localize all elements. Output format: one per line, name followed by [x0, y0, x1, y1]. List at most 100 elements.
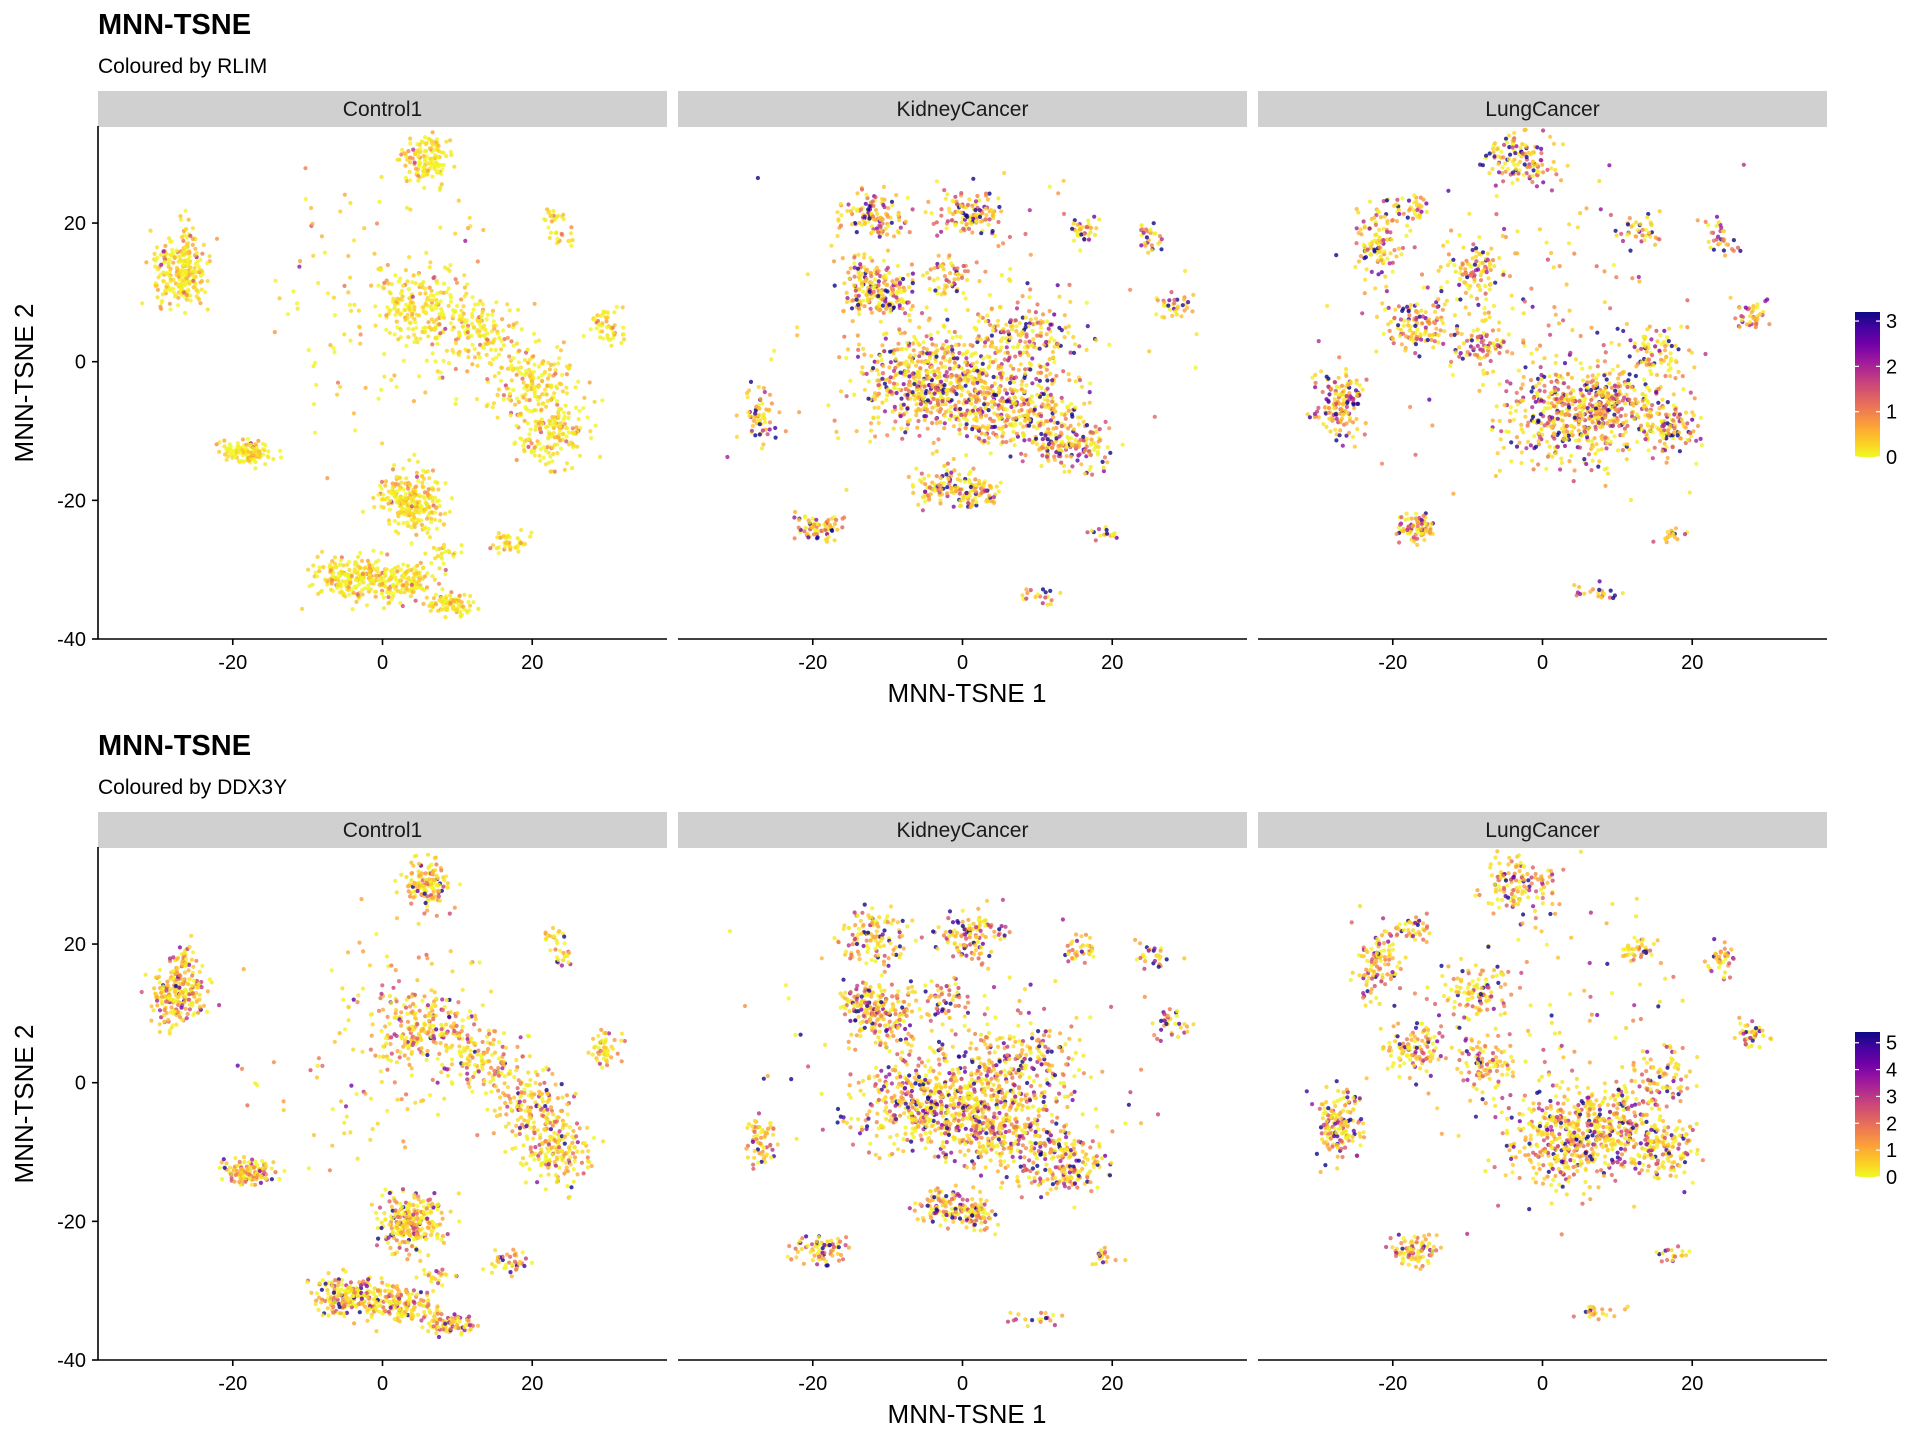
- data-point: [335, 392, 340, 397]
- data-point: [1367, 226, 1372, 231]
- data-point: [1565, 163, 1570, 168]
- data-point: [495, 331, 500, 336]
- data-point: [564, 385, 569, 390]
- data-point: [1004, 391, 1010, 396]
- data-point: [883, 299, 888, 304]
- data-point: [423, 142, 428, 147]
- data-point: [397, 509, 402, 515]
- data-point: [188, 293, 193, 298]
- data-point: [1395, 197, 1400, 202]
- data-point: [1463, 290, 1468, 295]
- data-point: [421, 165, 426, 170]
- data-point: [405, 582, 410, 587]
- data-point: [968, 392, 973, 397]
- data-point: [433, 517, 438, 522]
- data-point: [568, 441, 573, 446]
- data-point: [856, 252, 861, 257]
- data-point: [279, 455, 284, 460]
- data-point: [333, 564, 338, 570]
- data-point: [564, 372, 570, 377]
- data-point: [446, 361, 452, 366]
- data-point: [403, 151, 408, 156]
- data-point: [540, 361, 545, 366]
- data-point: [904, 346, 909, 351]
- data-point: [245, 436, 250, 441]
- data-point: [418, 585, 424, 591]
- data-point: [600, 329, 605, 334]
- data-point: [856, 302, 861, 307]
- data-point: [814, 517, 819, 522]
- data-point: [866, 207, 871, 212]
- data-point: [1086, 218, 1091, 223]
- data-point: [1419, 337, 1424, 342]
- data-point: [1361, 242, 1366, 247]
- data-point: [351, 238, 357, 243]
- data-point: [963, 360, 968, 365]
- data-point: [515, 396, 520, 401]
- data-point: [969, 396, 974, 401]
- data-point: [392, 306, 397, 311]
- data-point: [979, 490, 984, 495]
- data-point: [1482, 311, 1487, 316]
- data-point: [297, 264, 302, 269]
- data-point: [973, 412, 979, 417]
- data-point: [823, 524, 829, 529]
- data-point: [422, 185, 427, 190]
- data-point: [1088, 225, 1093, 230]
- data-point: [1376, 272, 1381, 277]
- data-point: [452, 164, 457, 169]
- data-point: [1466, 286, 1471, 291]
- data-point: [866, 396, 871, 401]
- data-point: [509, 339, 514, 344]
- data-point: [882, 381, 888, 386]
- data-point: [490, 405, 495, 410]
- data-point: [1406, 319, 1411, 324]
- data-point: [1460, 356, 1465, 361]
- data-point: [464, 318, 469, 323]
- data-point: [496, 551, 501, 556]
- data-point: [352, 302, 357, 307]
- data-point: [929, 336, 934, 341]
- data-point: [1021, 350, 1026, 355]
- data-point: [1079, 384, 1085, 389]
- data-point: [986, 440, 991, 445]
- data-point: [887, 270, 892, 275]
- data-point: [377, 199, 382, 204]
- data-point: [448, 149, 453, 154]
- data-point: [417, 313, 422, 318]
- data-point: [550, 423, 555, 428]
- data-point: [1484, 332, 1489, 337]
- data-point: [1048, 588, 1053, 594]
- data-point: [248, 442, 253, 447]
- data-point: [922, 476, 927, 481]
- data-point: [525, 388, 530, 393]
- data-point: [570, 426, 575, 431]
- data-point: [450, 314, 455, 319]
- data-point: [993, 393, 999, 398]
- data-point: [612, 310, 617, 315]
- data-point: [476, 351, 481, 356]
- data-point: [1047, 308, 1052, 314]
- data-point: [345, 574, 350, 579]
- data-point: [1057, 294, 1062, 299]
- data-point: [902, 288, 907, 293]
- data-point: [1506, 332, 1511, 337]
- data-point: [1471, 346, 1476, 351]
- data-point: [759, 446, 765, 451]
- data-point: [929, 211, 934, 216]
- data-point: [496, 387, 501, 392]
- data-point: [488, 546, 493, 551]
- data-point: [1438, 264, 1443, 270]
- data-point: [1365, 247, 1370, 252]
- data-point: [191, 285, 196, 290]
- data-point: [357, 325, 362, 330]
- data-point: [1034, 442, 1039, 447]
- data-point: [985, 313, 990, 318]
- data-point: [946, 396, 951, 401]
- data-point: [316, 280, 321, 286]
- data-point: [522, 447, 527, 452]
- data-point: [1048, 418, 1054, 423]
- data-point: [999, 209, 1004, 214]
- data-point: [795, 325, 800, 330]
- data-point: [966, 377, 971, 382]
